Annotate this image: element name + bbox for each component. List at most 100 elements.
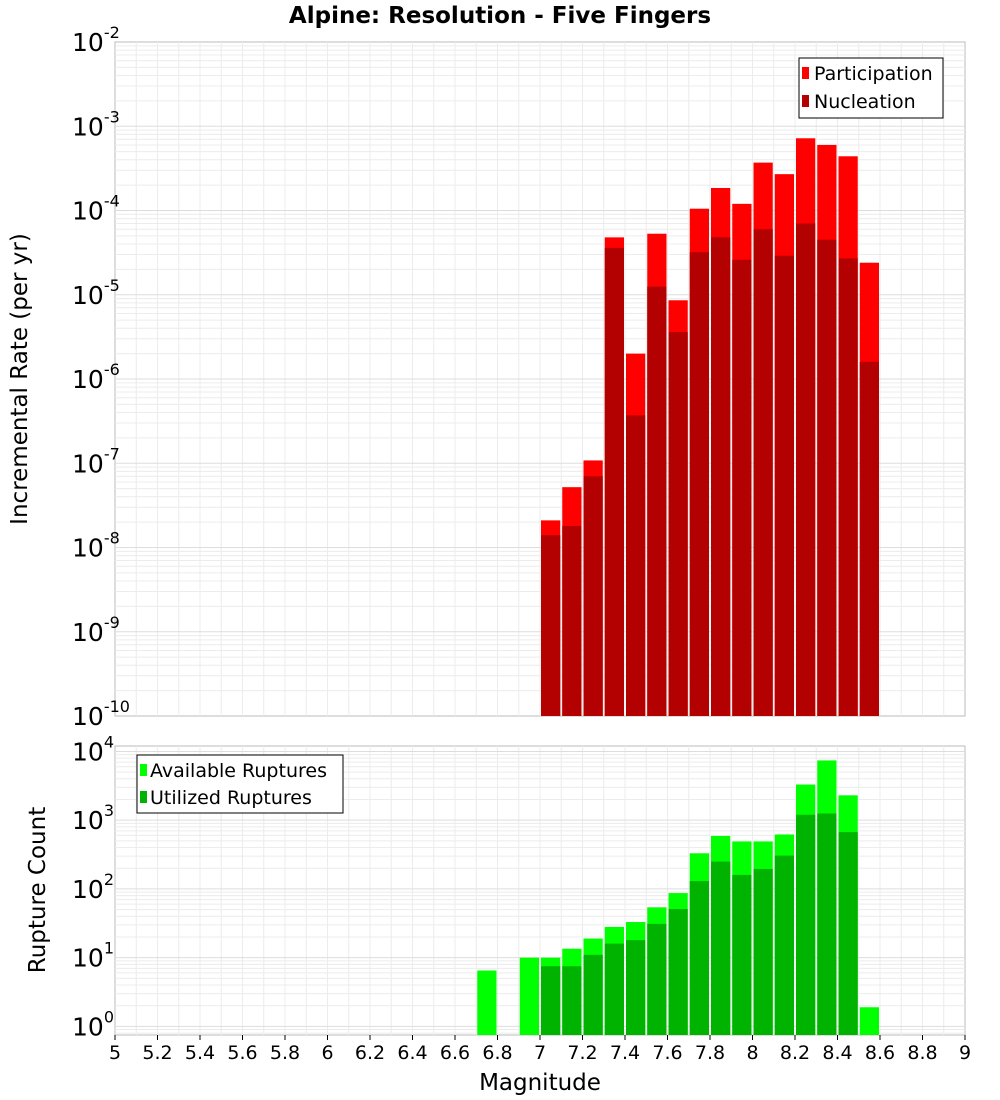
count-bar-utilized-ruptures xyxy=(817,813,837,1035)
rate-y-tick-exponent: -2 xyxy=(104,23,120,42)
x-tick-label: 5 xyxy=(109,1042,121,1064)
x-tick-label: 7.6 xyxy=(652,1042,682,1064)
rate-bar-nucleation xyxy=(541,535,561,716)
x-tick-label: 7.8 xyxy=(695,1042,725,1064)
count-bar-utilized-ruptures xyxy=(562,966,582,1035)
count-bar-utilized-ruptures xyxy=(838,832,858,1035)
x-tick-label: 5.6 xyxy=(227,1042,257,1064)
count-bar-available-ruptures xyxy=(859,1007,879,1035)
rate-y-tick-label: 10-4 xyxy=(72,192,120,226)
count-bar-available-ruptures xyxy=(519,957,539,1035)
x-tick-label: 6.8 xyxy=(482,1042,512,1064)
rate-y-tick-label: 10-9 xyxy=(72,613,120,647)
rate-y-tick-base: 10 xyxy=(72,702,104,731)
count-y-tick-base: 10 xyxy=(72,1012,104,1041)
rate-y-axis-label: Incremental Rate (per yr) xyxy=(7,233,33,525)
rate-y-tick-exponent: -8 xyxy=(104,529,120,548)
legend-swatch-available xyxy=(140,764,147,776)
rate-y-tick-exponent: -4 xyxy=(104,192,120,211)
count-bar-available-ruptures xyxy=(477,970,497,1035)
rate-y-tick-label: 10-2 xyxy=(72,23,120,57)
count-bar-utilized-ruptures xyxy=(711,861,731,1035)
rate-bar-nucleation xyxy=(732,259,752,716)
count-y-tick-base: 10 xyxy=(72,875,104,904)
count-y-tick-base: 10 xyxy=(72,737,104,766)
rate-bar-nucleation xyxy=(668,332,688,716)
count-bar-utilized-ruptures xyxy=(626,940,646,1035)
rate-y-tick-label: 10-5 xyxy=(72,276,120,310)
rate-y-tick-label: 10-7 xyxy=(72,444,120,478)
rate-bar-nucleation xyxy=(689,252,709,717)
legend-label-nucleation: Nucleation xyxy=(814,91,916,113)
rate-y-tick-label: 10-3 xyxy=(72,107,120,141)
count-y-tick-label: 100 xyxy=(72,1007,114,1041)
rate-bar-nucleation xyxy=(753,229,773,717)
rate-legend-box xyxy=(798,57,944,119)
rate-y-tick-label: 10-8 xyxy=(72,529,120,563)
x-tick-label: 8.4 xyxy=(822,1042,852,1064)
legend-label-utilized: Utilized Ruptures xyxy=(150,787,312,809)
count-y-tick-base: 10 xyxy=(72,806,104,835)
rate-bar-nucleation xyxy=(604,247,624,716)
rate-bar-nucleation xyxy=(647,286,667,716)
rate-bar-nucleation xyxy=(817,239,837,716)
rate-y-tick-base: 10 xyxy=(72,365,104,394)
count-y-tick-label: 103 xyxy=(72,801,114,835)
count-y-tick-label: 104 xyxy=(72,732,114,766)
x-tick-label: 8 xyxy=(746,1042,758,1064)
count-y-tick-exponent: 0 xyxy=(104,1007,114,1026)
rate-bar-nucleation xyxy=(774,255,794,716)
rate-y-tick-exponent: -3 xyxy=(104,107,120,126)
x-tick-label: 8.2 xyxy=(780,1042,810,1064)
x-tick-label: 5.2 xyxy=(142,1042,172,1064)
rate-y-tick-exponent: -5 xyxy=(104,276,120,295)
rate-y-tick-base: 10 xyxy=(72,281,104,310)
legend-label-available: Available Ruptures xyxy=(150,760,327,782)
count-bar-utilized-ruptures xyxy=(583,954,603,1035)
x-tick-label: 8.6 xyxy=(865,1042,895,1064)
count-bar-utilized-ruptures xyxy=(541,966,561,1035)
rate-y-tick-label: 10-10 xyxy=(72,697,130,731)
count-y-axis-label: Rupture Count xyxy=(25,807,51,973)
x-tick-label: 5.4 xyxy=(185,1042,215,1064)
x-tick-label: 6 xyxy=(321,1042,333,1064)
rate-bar-nucleation xyxy=(626,415,646,716)
count-bar-utilized-ruptures xyxy=(604,943,624,1035)
x-ticks: 5 5.2 5.4 5.6 5.8 6 6.2 6.4 6.6 6.8 7 7.2 7.4 7.6 7.8 8… xyxy=(109,1035,971,1064)
x-tick-label: 7.4 xyxy=(610,1042,640,1064)
rate-bar-nucleation xyxy=(859,361,879,716)
legend-swatch-nucleation xyxy=(802,95,809,107)
count-y-tick-base: 10 xyxy=(72,944,104,973)
rate-bar-nucleation xyxy=(583,476,603,716)
count-bar-utilized-ruptures xyxy=(689,881,709,1035)
x-tick-label: 8.8 xyxy=(907,1042,937,1064)
rate-y-tick-exponent: -7 xyxy=(104,444,120,463)
chart-title: Alpine: Resolution - Five Fingers xyxy=(289,3,711,29)
rate-bars xyxy=(541,138,879,717)
count-bar-utilized-ruptures xyxy=(796,814,816,1035)
count-y-tick-exponent: 4 xyxy=(104,732,114,751)
rate-y-tick-base: 10 xyxy=(72,534,104,563)
count-y-tick-label: 102 xyxy=(72,870,114,904)
count-bar-utilized-ruptures xyxy=(774,855,794,1035)
count-y-tick-label: 101 xyxy=(72,939,114,973)
rate-y-tick-base: 10 xyxy=(72,618,104,647)
count-bar-utilized-ruptures xyxy=(732,874,752,1035)
count-bar-utilized-ruptures xyxy=(753,868,773,1035)
rate-grid xyxy=(115,42,965,716)
legend-swatch-utilized xyxy=(140,791,147,803)
count-legend-box xyxy=(136,754,344,814)
count-bar-utilized-ruptures xyxy=(668,909,688,1035)
rate-y-tick-base: 10 xyxy=(72,449,104,478)
count-y-tick-exponent: 1 xyxy=(104,939,114,958)
rate-y-tick-exponent: -9 xyxy=(104,613,120,632)
count-bar-utilized-ruptures xyxy=(647,923,667,1035)
x-tick-label: 9 xyxy=(959,1042,971,1064)
rate-y-tick-label: 10-6 xyxy=(72,360,120,394)
rate-bar-nucleation xyxy=(838,258,858,716)
legend-swatch-participation xyxy=(802,67,809,79)
x-tick-label: 7 xyxy=(534,1042,546,1064)
